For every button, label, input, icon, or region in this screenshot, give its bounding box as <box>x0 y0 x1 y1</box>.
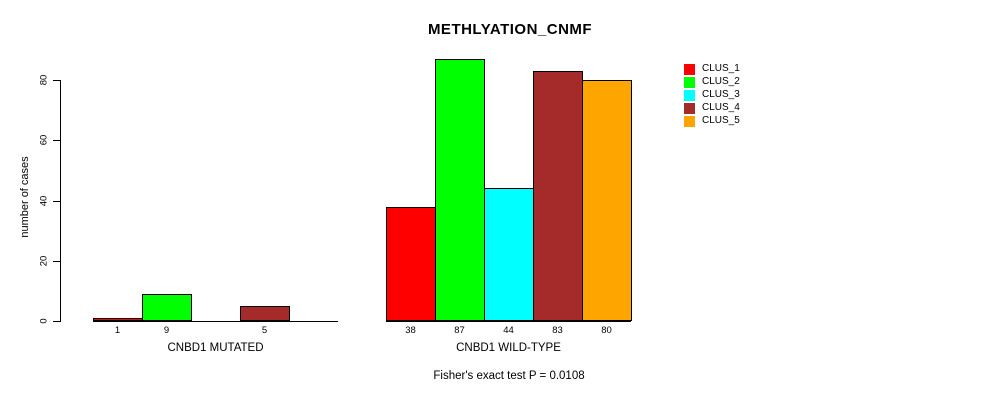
y-axis-tick-label: 40 <box>38 195 50 207</box>
bar-clus_2 <box>435 59 485 321</box>
fisher-test-annotation: Fisher's exact test P = 0.0108 <box>433 370 585 382</box>
group-baseline <box>386 321 631 322</box>
bar-clus_5 <box>582 80 632 321</box>
y-axis-tick-label: 60 <box>38 134 50 146</box>
bar-value-label: 5 <box>261 325 268 336</box>
bar-clus_4 <box>240 306 290 321</box>
bar-clus_1 <box>93 318 143 321</box>
bar-value-label: 80 <box>601 325 612 336</box>
bar-clus_3 <box>484 188 534 321</box>
bar-clus_1 <box>386 207 436 321</box>
legend-swatch-clus_4 <box>684 103 695 114</box>
group-baseline <box>93 321 338 322</box>
chart-title: METHLYATION_CNMF <box>427 21 593 38</box>
legend-label-clus_2: CLUS_2 <box>702 76 740 87</box>
legend-swatch-clus_2 <box>684 77 695 88</box>
bar-value-label: 83 <box>552 325 563 336</box>
legend-swatch-clus_3 <box>684 90 695 101</box>
legend-label-clus_4: CLUS_4 <box>702 102 740 113</box>
y-axis-tick-label: 0 <box>38 318 50 324</box>
y-axis-line <box>60 80 61 322</box>
group-axis-label: CNBD1 MUTATED <box>167 342 264 354</box>
y-axis-tick-label: 20 <box>38 255 50 267</box>
bar-value-label: 38 <box>405 325 416 336</box>
legend-label-clus_5: CLUS_5 <box>702 115 740 126</box>
y-axis-label: number of cases <box>19 156 31 238</box>
bar-value-label: 44 <box>503 325 514 336</box>
legend-swatch-clus_5 <box>684 116 695 127</box>
bar-clus_4 <box>533 71 583 321</box>
bar-value-label: 1 <box>114 325 121 336</box>
y-axis-tick <box>53 261 60 262</box>
y-axis-tick <box>53 321 60 322</box>
group-axis-label: CNBD1 WILD-TYPE <box>456 342 561 354</box>
legend-label-clus_3: CLUS_3 <box>702 89 740 100</box>
y-axis-tick <box>53 140 60 141</box>
y-axis-tick <box>53 80 60 81</box>
legend-label-clus_1: CLUS_1 <box>702 63 740 74</box>
y-axis-tick <box>53 201 60 202</box>
y-axis-tick-label: 80 <box>38 74 50 86</box>
legend-swatch-clus_1 <box>684 64 695 75</box>
bar-value-label: 87 <box>454 325 465 336</box>
bar-clus_2 <box>142 294 192 321</box>
bar-value-label: 9 <box>163 325 170 336</box>
